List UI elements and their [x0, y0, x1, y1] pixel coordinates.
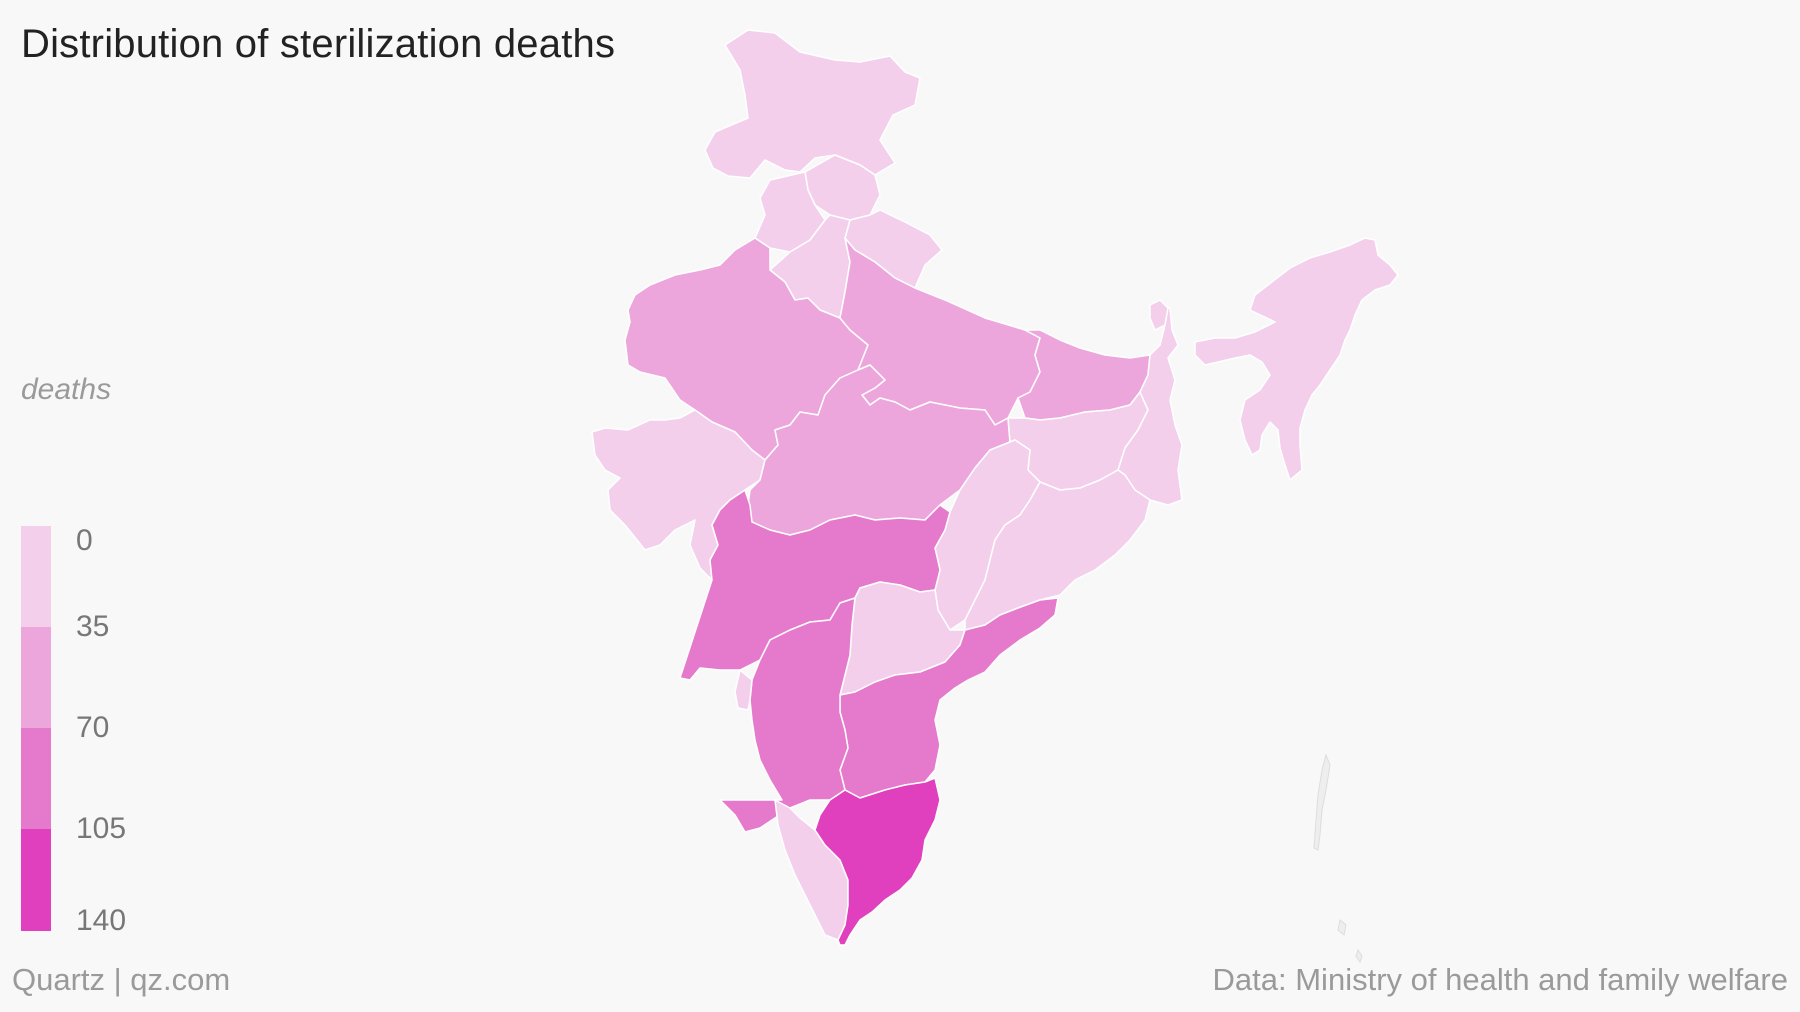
legend-tick-105: 105 — [76, 812, 127, 845]
chart-title: Distribution of sterilization deaths — [21, 22, 616, 66]
legend-swatch-1 — [21, 627, 51, 728]
state-maharashtra — [679, 489, 951, 681]
legend-tick-0: 0 — [76, 524, 93, 557]
state-sikkim — [1149, 299, 1169, 331]
state-odisha — [964, 469, 1151, 631]
legend-tick-70: 70 — [76, 711, 110, 744]
legend-swatch-0 — [21, 526, 51, 627]
color-legend: 0 35 70 105 140 — [21, 526, 126, 936]
state-jammu-kashmir — [704, 29, 921, 179]
nicobar-islands — [1337, 919, 1363, 964]
state-tamil-nadu — [814, 777, 941, 946]
state-goa — [734, 669, 753, 711]
state-northeast — [1194, 237, 1399, 481]
legend-tick-35: 35 — [76, 610, 110, 643]
legend-tick-140: 140 — [76, 904, 127, 937]
footer-branding: Quartz | qz.com — [12, 962, 231, 997]
legend-swatch-2 — [21, 728, 51, 829]
state-andhra-pradesh — [839, 597, 1059, 799]
legend-swatch-3 — [21, 829, 51, 931]
andaman-islands — [1313, 753, 1331, 851]
state-uttar-pradesh — [839, 237, 1041, 426]
footer-source: Data: Ministry of health and family welf… — [1212, 962, 1788, 997]
legend-title: deaths — [21, 373, 112, 406]
